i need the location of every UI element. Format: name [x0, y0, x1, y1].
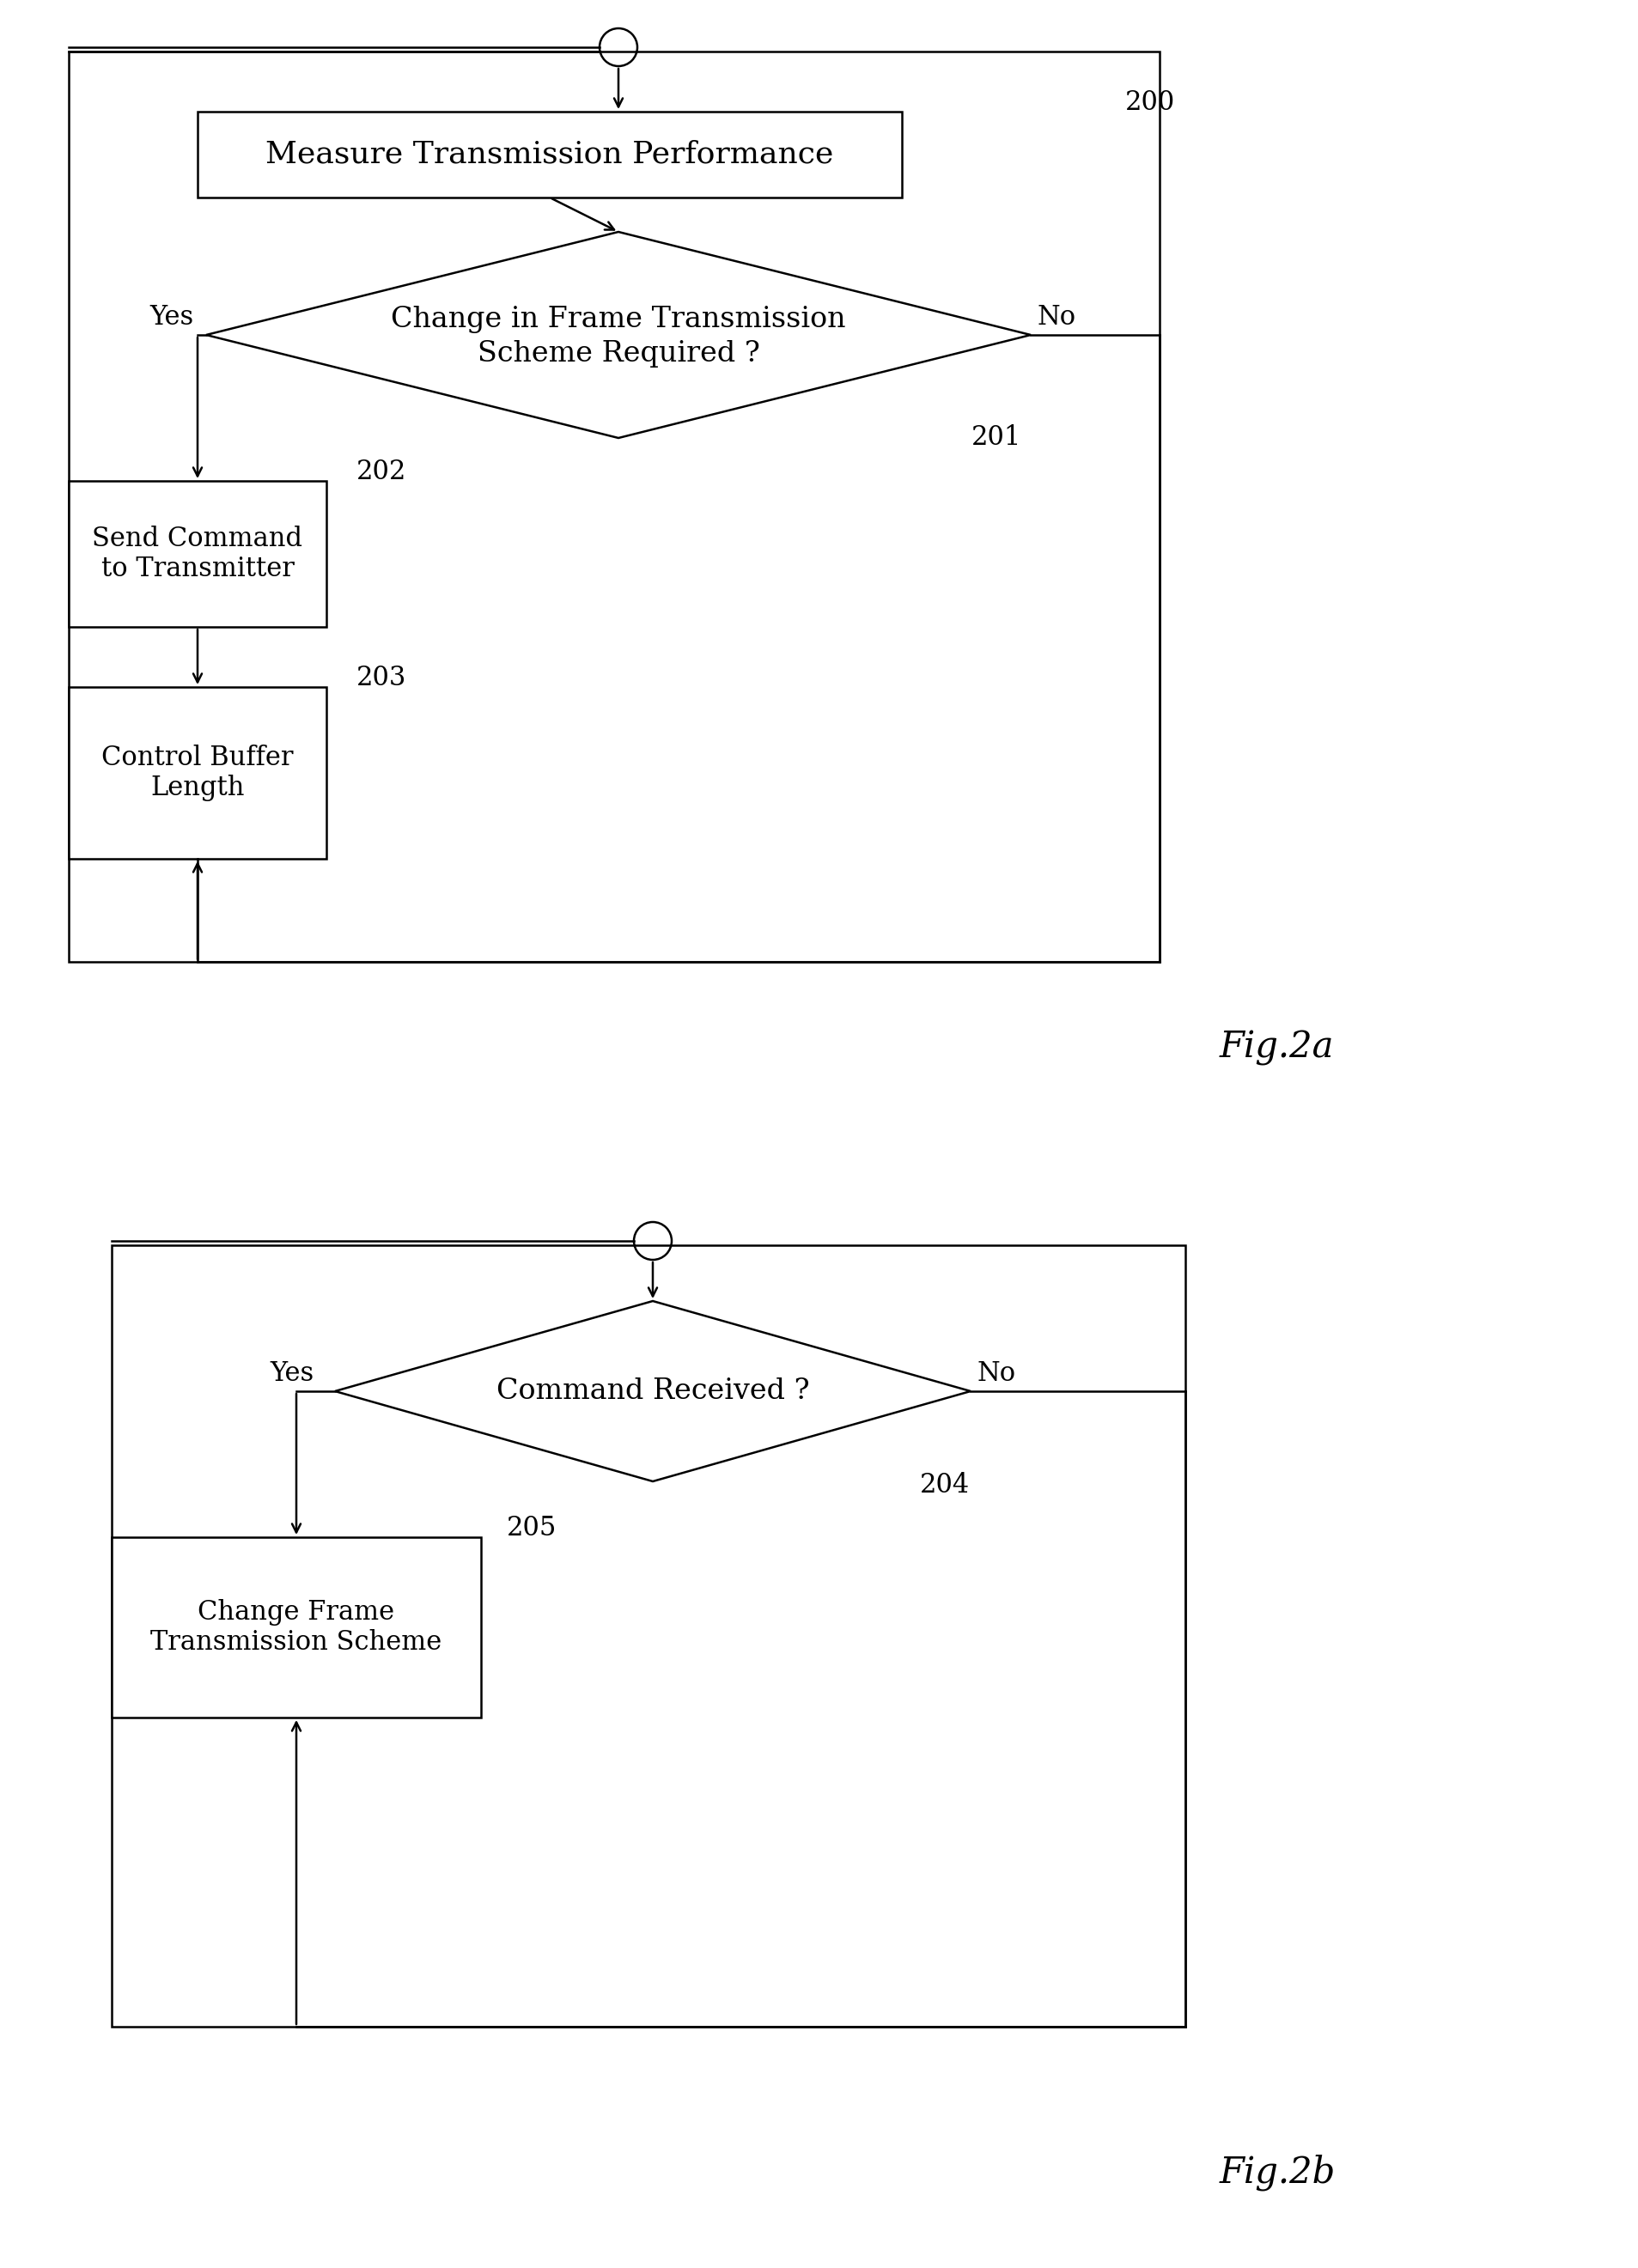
- Text: 203: 203: [357, 665, 406, 692]
- Text: Fig.2b: Fig.2b: [1219, 2155, 1335, 2191]
- Text: No: No: [1037, 304, 1075, 331]
- Text: 201: 201: [971, 424, 1020, 451]
- Text: Fig.2a: Fig.2a: [1219, 1030, 1333, 1066]
- Text: Change Frame
Transmission Scheme: Change Frame Transmission Scheme: [151, 1599, 442, 1656]
- Polygon shape: [206, 231, 1030, 438]
- Bar: [111, 1245, 1184, 2028]
- Text: No: No: [976, 1361, 1016, 1388]
- Text: 205: 205: [506, 1515, 557, 1542]
- Text: 200: 200: [1125, 91, 1174, 116]
- Text: Change in Frame Transmission: Change in Frame Transmission: [391, 306, 845, 333]
- Bar: [111, 1538, 482, 1717]
- Text: Yes: Yes: [149, 304, 193, 331]
- Text: Send Command
to Transmitter: Send Command to Transmitter: [92, 526, 303, 583]
- Text: Scheme Required ?: Scheme Required ?: [477, 340, 760, 367]
- Text: 204: 204: [919, 1472, 970, 1499]
- Polygon shape: [334, 1302, 970, 1481]
- Text: Yes: Yes: [270, 1361, 314, 1388]
- Bar: [69, 687, 326, 860]
- Bar: [69, 52, 1160, 962]
- Text: Control Buffer
Length: Control Buffer Length: [102, 744, 293, 801]
- Text: Command Received ?: Command Received ?: [496, 1377, 809, 1404]
- Bar: [198, 111, 901, 197]
- Text: Measure Transmission Performance: Measure Transmission Performance: [265, 141, 834, 170]
- Bar: [69, 481, 326, 626]
- Text: 202: 202: [357, 458, 406, 485]
